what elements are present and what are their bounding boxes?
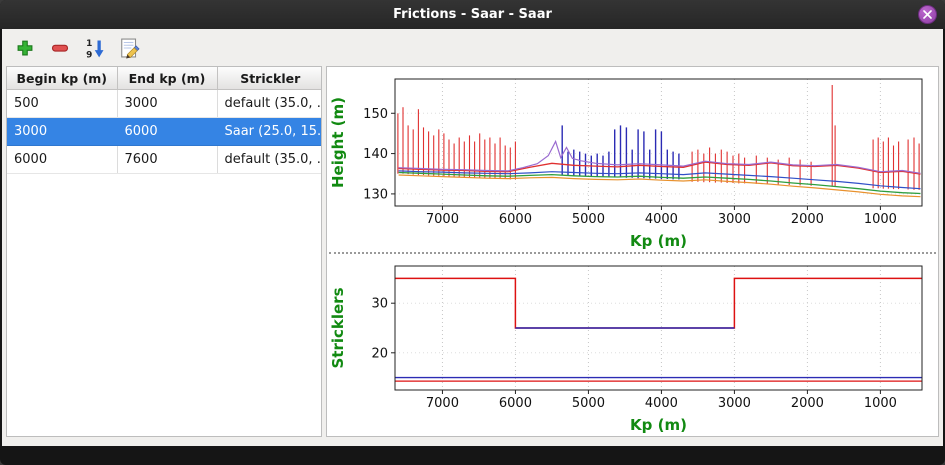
svg-text:1000: 1000 xyxy=(864,212,897,227)
svg-text:140: 140 xyxy=(363,147,388,162)
table-cell[interactable]: 7600 xyxy=(117,145,218,174)
column-header-strickler: Strickler xyxy=(216,67,321,90)
table-cell[interactable]: 3000 xyxy=(117,89,218,118)
svg-text:3000: 3000 xyxy=(718,212,751,227)
table-cell[interactable]: 6000 xyxy=(7,145,118,174)
close-button[interactable] xyxy=(918,5,937,24)
friction-table: Begin kp (m) End kp (m) Strickler 500 300… xyxy=(7,67,321,174)
svg-text:5000: 5000 xyxy=(572,396,605,411)
column-header-begin-kp: Begin kp (m) xyxy=(7,67,118,90)
table-row[interactable]: 500 3000 default (35.0, … xyxy=(7,89,321,118)
table-row[interactable]: 6000 7600 default (35.0, … xyxy=(7,145,321,174)
svg-text:3000: 3000 xyxy=(718,396,751,411)
svg-text:2000: 2000 xyxy=(791,212,824,227)
svg-text:Kp (m): Kp (m) xyxy=(630,232,687,250)
svg-text:Kp (m): Kp (m) xyxy=(630,416,687,434)
svg-text:9: 9 xyxy=(86,50,92,58)
window-content: 1 9 xyxy=(2,29,943,446)
table-header-row: Begin kp (m) End kp (m) Strickler xyxy=(7,67,321,90)
sort-numeric-icon: 1 9 xyxy=(86,38,104,59)
main-area: Begin kp (m) End kp (m) Strickler 500 300… xyxy=(2,66,943,437)
svg-text:6000: 6000 xyxy=(499,396,532,411)
svg-text:Height (m): Height (m) xyxy=(329,97,347,188)
toolbar: 1 9 xyxy=(2,29,943,66)
friction-table-panel: Begin kp (m) End kp (m) Strickler 500 300… xyxy=(6,66,322,437)
height-chart: 7000 6000 5000 4000 3000 2000 1000 130 140 150 Kp … xyxy=(329,78,923,250)
svg-text:4000: 4000 xyxy=(645,212,678,227)
window-title: Frictions - Saar - Saar xyxy=(393,7,552,22)
svg-text:6000: 6000 xyxy=(499,212,532,227)
charts-panel: 7000 6000 5000 4000 3000 2000 1000 130 140 150 Kp … xyxy=(326,66,939,437)
svg-text:1: 1 xyxy=(86,38,92,48)
minus-icon xyxy=(51,44,69,52)
svg-text:1000: 1000 xyxy=(864,396,897,411)
edit-friction-button[interactable] xyxy=(117,35,143,61)
sort-rows-button[interactable]: 1 9 xyxy=(82,35,108,61)
table-cell[interactable]: Saar (25.0, 15.0) xyxy=(217,117,321,146)
remove-row-button[interactable] xyxy=(47,35,73,61)
close-icon xyxy=(923,10,932,19)
svg-text:4000: 4000 xyxy=(645,396,678,411)
svg-text:Stricklers: Stricklers xyxy=(329,287,347,368)
stricklers-chart: 7000 6000 5000 4000 3000 2000 1000 20 30 Kp (m) St… xyxy=(329,265,923,434)
table-cell[interactable]: 6000 xyxy=(117,117,218,146)
add-row-button[interactable] xyxy=(12,35,38,61)
svg-text:2000: 2000 xyxy=(791,396,824,411)
svg-text:20: 20 xyxy=(371,346,388,361)
edit-icon xyxy=(121,38,140,58)
friction-table-body: 500 3000 default (35.0, … 3000 6000 Saar (25.… xyxy=(7,89,321,174)
column-header-end-kp: End kp (m) xyxy=(116,67,218,90)
plus-icon xyxy=(17,40,33,55)
svg-text:5000: 5000 xyxy=(572,212,605,227)
titlebar[interactable]: Frictions - Saar - Saar xyxy=(0,0,945,29)
svg-text:7000: 7000 xyxy=(426,396,459,411)
table-cell[interactable]: 500 xyxy=(7,89,118,118)
svg-text:130: 130 xyxy=(363,187,388,202)
splitter-handle[interactable] xyxy=(329,252,936,254)
table-cell[interactable]: default (35.0, … xyxy=(217,145,321,174)
table-cell[interactable]: default (35.0, … xyxy=(217,89,321,118)
table-cell[interactable]: 3000 xyxy=(7,117,118,146)
svg-text:150: 150 xyxy=(363,107,388,122)
svg-text:30: 30 xyxy=(371,297,388,312)
svg-text:7000: 7000 xyxy=(426,212,459,227)
